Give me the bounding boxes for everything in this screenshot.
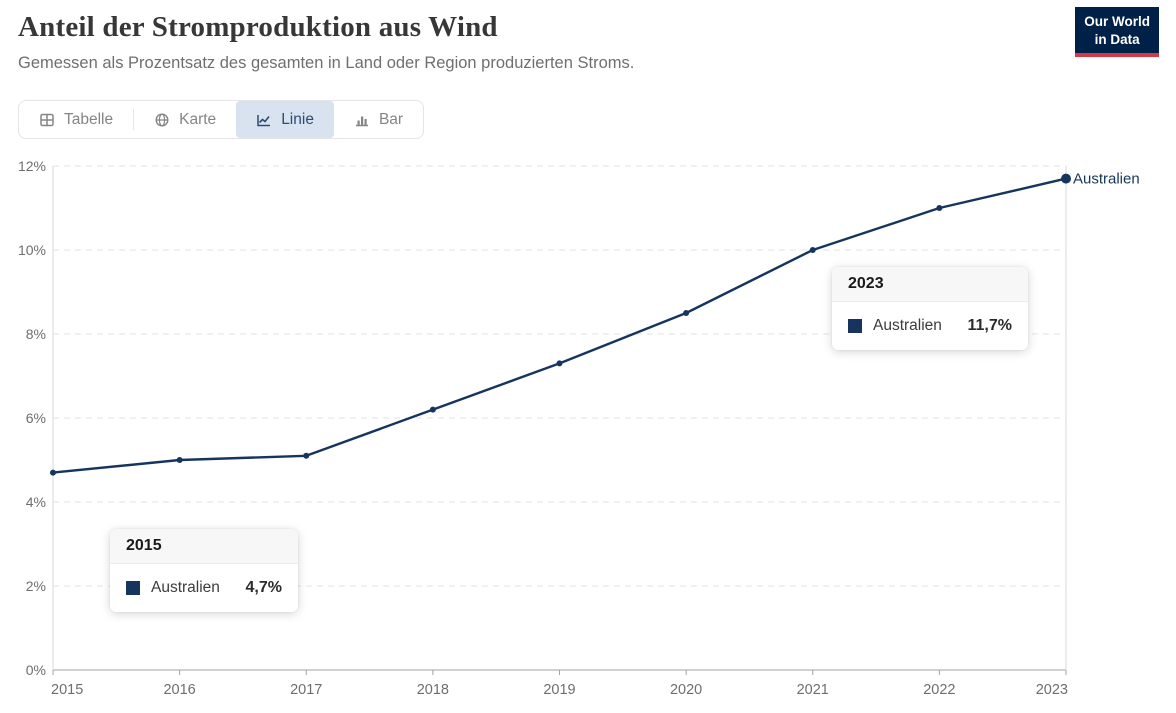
y-tick-label: 0% (26, 662, 46, 678)
data-point[interactable] (556, 360, 563, 367)
tooltip-row: Australien 11,7% (832, 302, 1028, 350)
x-tick-label: 2019 (543, 682, 575, 698)
x-tick-label: 2022 (923, 682, 955, 698)
y-tick-label: 4% (26, 494, 46, 510)
tooltip-row: Australien 4,7% (110, 564, 298, 612)
y-tick-label: 6% (26, 410, 46, 426)
page-title: Anteil der Stromproduktion aus Wind (18, 11, 498, 43)
tab-label: Linie (281, 110, 314, 128)
series-color-swatch (126, 581, 140, 595)
x-tick-label: 2017 (290, 682, 322, 698)
x-tick-label: 2021 (797, 682, 829, 698)
data-point[interactable] (50, 469, 56, 476)
data-point[interactable] (429, 406, 436, 413)
y-tick-label: 2% (26, 578, 46, 594)
tab-karte[interactable]: Karte (134, 101, 236, 138)
tooltip-year: 2015 (110, 529, 298, 564)
data-point[interactable] (809, 247, 816, 253)
x-tick-label: 2020 (670, 682, 702, 698)
x-tick-label: 2015 (51, 682, 83, 698)
owid-logo[interactable]: Our World in Data (1075, 7, 1159, 58)
tooltip-2015: 2015 Australien 4,7% (110, 529, 298, 612)
data-point[interactable] (303, 452, 310, 459)
owid-logo-line2: in Data (1094, 31, 1140, 47)
bar-chart-icon (355, 116, 368, 126)
tab-label: Karte (179, 110, 217, 128)
tooltip-value: 4,7% (245, 579, 282, 596)
table-icon (40, 113, 54, 126)
y-tick-label: 8% (26, 326, 46, 342)
y-tick-label: 10% (18, 242, 46, 258)
tooltip-entity: Australien (151, 579, 220, 596)
series-color-swatch (848, 319, 862, 333)
chart-type-tabs: Tabelle Karte Linie Bar (18, 100, 425, 139)
globe-icon (155, 112, 169, 127)
tooltip-year: 2023 (832, 267, 1028, 302)
data-point[interactable] (683, 310, 690, 316)
tab-label: Tabelle (64, 110, 114, 128)
tab-tabelle[interactable]: Tabelle (19, 101, 133, 138)
tab-linie[interactable]: Linie (236, 101, 334, 138)
data-point[interactable] (936, 205, 943, 211)
tooltip-2023: 2023 Australien 11,7% (832, 267, 1028, 350)
chart-subtitle: Gemessen als Prozentsatz des gesamten in… (18, 54, 635, 72)
tooltip-value: 11,7% (967, 317, 1012, 334)
series-end-label: Australien (1073, 171, 1140, 188)
x-tick-label: 2023 (1036, 682, 1068, 698)
owid-logo-line1: Our World (1084, 14, 1150, 29)
data-point[interactable] (176, 457, 183, 463)
tab-bar[interactable]: Bar (334, 101, 423, 138)
line-chart-icon (257, 114, 271, 126)
y-tick-label: 12% (18, 158, 46, 174)
x-tick-label: 2016 (163, 682, 195, 698)
tab-label: Bar (378, 110, 404, 128)
x-tick-label: 2018 (417, 682, 449, 698)
tooltip-entity: Australien (873, 317, 942, 334)
tab-divider (133, 109, 135, 130)
data-point[interactable] (1061, 173, 1071, 184)
